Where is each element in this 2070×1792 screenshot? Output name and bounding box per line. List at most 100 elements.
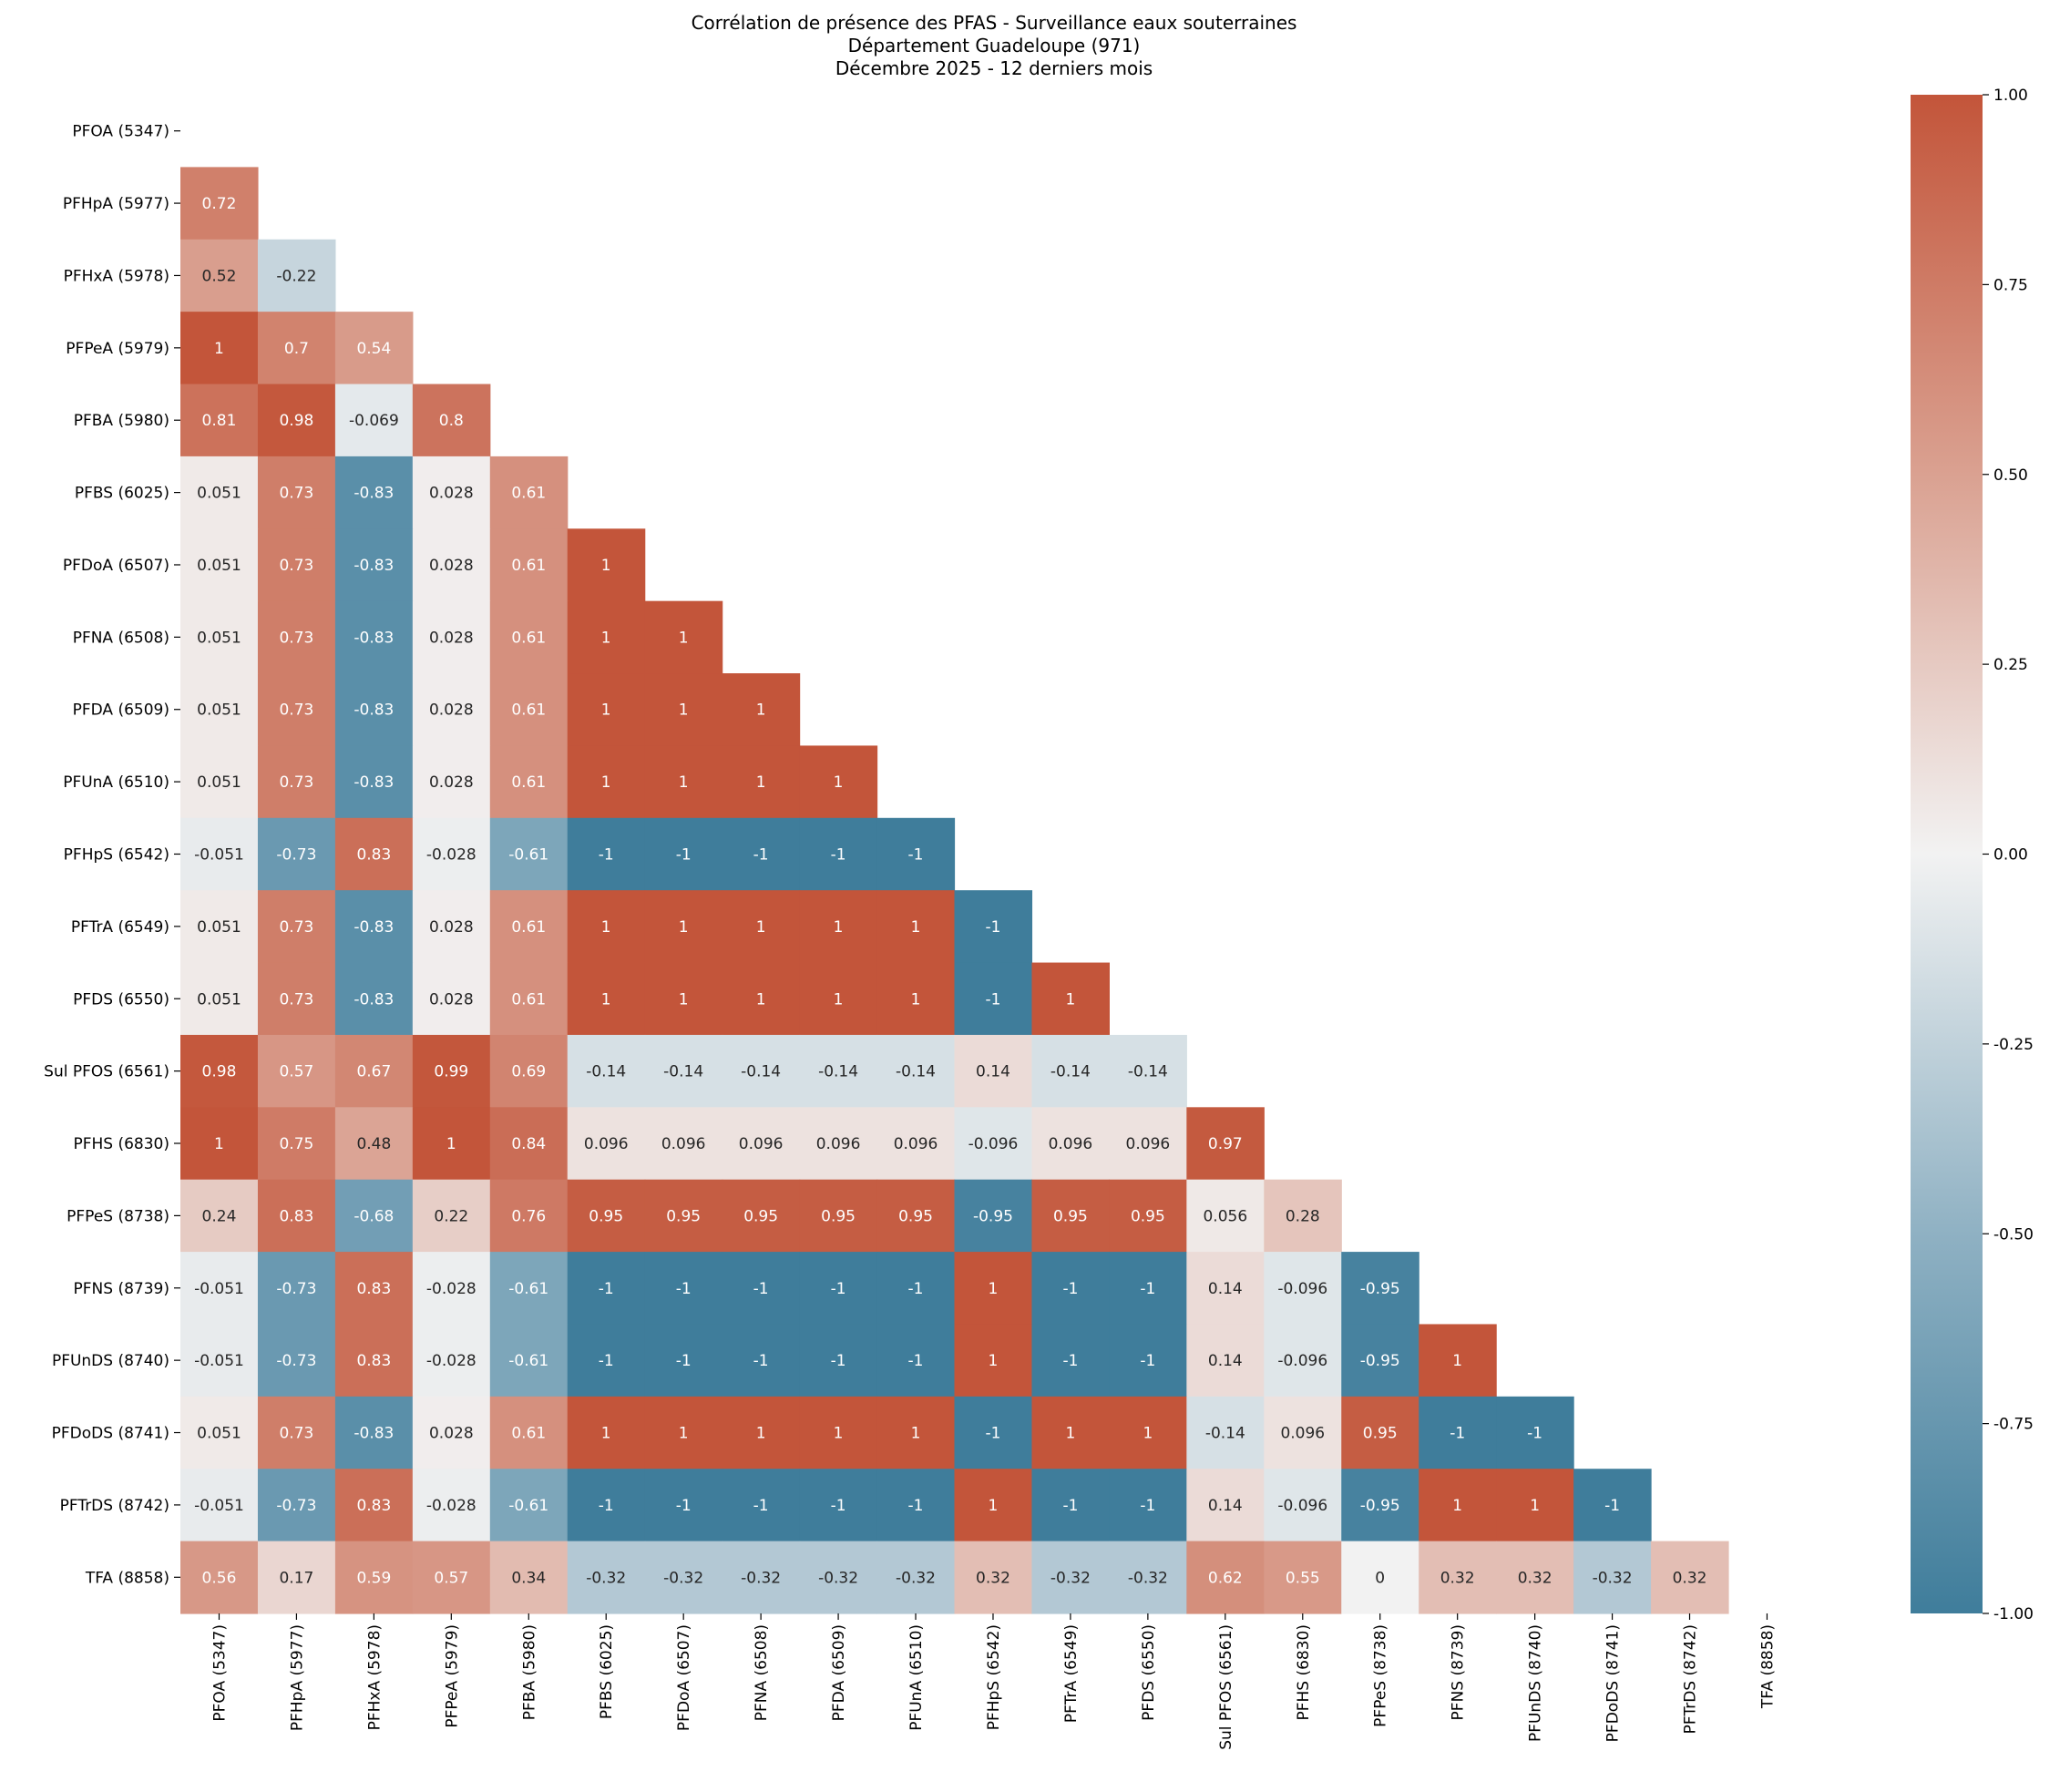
cell-value-label: -0.83	[354, 557, 394, 575]
cell-value-label: -0.61	[508, 845, 548, 864]
cell-value-label: 0.61	[511, 485, 546, 503]
cell-value-label: 1	[601, 629, 611, 647]
heatmap-cell	[180, 1396, 259, 1469]
cell-value-label: 0.61	[511, 701, 546, 720]
heatmap-cell	[489, 817, 569, 891]
cell-value-label: -0.14	[1128, 1063, 1168, 1081]
heatmap-cell	[1186, 1541, 1265, 1614]
cell-value-label: 1	[601, 557, 611, 575]
heatmap-cell	[876, 1396, 956, 1469]
cell-value-label: -0.051	[194, 845, 244, 864]
y-tick-label: PFTrDS (8742)	[60, 1497, 169, 1515]
cell-value-label: -1	[985, 918, 1000, 937]
y-tick-label: PFHpS (6542)	[64, 845, 169, 864]
heatmap-cell	[644, 1541, 723, 1614]
heatmap-cell	[257, 1034, 336, 1108]
heatmap-cell	[722, 1469, 801, 1542]
y-tick-label: TFA (8858)	[85, 1569, 169, 1587]
heatmap-cell	[954, 1107, 1033, 1181]
heatmap-cell	[180, 167, 259, 241]
cell-value-label: -1	[1140, 1280, 1155, 1298]
cell-value-label: 0.97	[1208, 1135, 1243, 1153]
chart-title-line-1: Corrélation de présence des PFAS - Surve…	[692, 12, 1297, 34]
heatmap-cell	[876, 1179, 956, 1253]
cell-value-label: -1	[676, 1352, 692, 1370]
heatmap-cell	[180, 962, 259, 1036]
heatmap-cell	[1186, 1324, 1265, 1398]
cell-value-label: 1	[601, 773, 611, 792]
heatmap-cell	[799, 1034, 878, 1108]
heatmap-cell	[334, 1541, 414, 1614]
heatmap-cell	[644, 673, 723, 747]
heatmap-cell	[489, 1541, 569, 1614]
cell-value-label: -0.73	[276, 1497, 316, 1515]
heatmap-cell	[180, 312, 259, 385]
cell-value-label: 0.051	[197, 485, 241, 503]
cell-value-label: 0.69	[511, 1063, 546, 1081]
cell-value-label: -1	[676, 1497, 692, 1515]
cell-value-label: -0.95	[1360, 1280, 1400, 1298]
heatmap-cell	[334, 1034, 414, 1108]
cell-value-label: 0.051	[197, 557, 241, 575]
cell-value-label: 1	[214, 1135, 224, 1153]
cell-value-label: -1	[908, 1280, 924, 1298]
heatmap-cell	[412, 1469, 491, 1542]
cell-value-label: 0.76	[511, 1207, 546, 1225]
heatmap-cell	[1341, 1469, 1419, 1542]
cell-value-label: 1	[679, 918, 689, 937]
cell-value-label: -1	[1062, 1497, 1078, 1515]
heatmap-cell	[257, 456, 336, 529]
heatmap-cell	[412, 1396, 491, 1469]
heatmap-cell	[799, 745, 878, 819]
cell-value-label: 0.24	[202, 1207, 237, 1225]
cell-value-label: 1	[601, 701, 611, 720]
heatmap-cell	[567, 1469, 646, 1542]
heatmap-cell	[1109, 1469, 1187, 1542]
y-tick-label: PFHxA (5978)	[64, 267, 169, 285]
cell-value-label: -0.028	[426, 845, 477, 864]
cell-value-label: -0.32	[1593, 1569, 1633, 1587]
cell-value-label: -0.14	[896, 1063, 936, 1081]
cell-value-label: -0.32	[741, 1569, 781, 1587]
cell-value-label: 0.028	[429, 557, 474, 575]
cell-value-label: 0.32	[1440, 1569, 1475, 1587]
cell-value-label: -0.22	[276, 267, 316, 285]
heatmap-cell	[876, 817, 956, 891]
colorbar-tick-label: 0.00	[1993, 846, 2028, 865]
cell-value-label: 0.72	[202, 195, 237, 213]
heatmap-cell	[334, 1324, 414, 1398]
cell-value-label: 0.61	[511, 629, 546, 647]
heatmap-cell	[954, 1179, 1033, 1253]
x-tick-label: PFDoDS (8741)	[1604, 1624, 1623, 1742]
cell-value-label: -0.32	[663, 1569, 703, 1587]
cell-value-label: 0.028	[429, 1425, 474, 1443]
y-tick-label: PFDS (6550)	[73, 990, 169, 1009]
heatmap-cell	[1341, 1541, 1419, 1614]
heatmap-cell	[1264, 1179, 1342, 1253]
heatmap-cell	[567, 673, 646, 747]
heatmap-cell	[799, 1107, 878, 1181]
cell-value-label: 0.096	[1280, 1425, 1325, 1443]
cell-value-label: 1	[214, 340, 224, 358]
cell-value-label: 0.73	[279, 485, 313, 503]
heatmap-cell	[180, 1541, 259, 1614]
cell-value-label: -1	[1604, 1497, 1620, 1515]
heatmap-cell	[412, 962, 491, 1036]
cell-value-label: -1	[985, 1425, 1000, 1443]
cell-value-label: 1	[756, 773, 766, 792]
cell-value-label: -0.73	[276, 1352, 316, 1370]
heatmap-cell	[644, 962, 723, 1036]
cell-value-label: 0.73	[279, 990, 313, 1009]
cell-value-label: -1	[908, 1352, 924, 1370]
heatmap-cell	[334, 1252, 414, 1326]
cell-value-label: 0.096	[894, 1135, 938, 1153]
x-tick-label: PFDA (6509)	[830, 1624, 848, 1721]
cell-value-label: 0.8	[439, 412, 464, 430]
cell-value-label: -0.069	[349, 412, 399, 430]
heatmap-cell	[1109, 1541, 1187, 1614]
cell-value-label: 0.051	[197, 918, 241, 937]
cell-value-label: 1	[679, 701, 689, 720]
cell-value-label: -1	[599, 1352, 614, 1370]
heatmap-cell	[257, 817, 336, 891]
